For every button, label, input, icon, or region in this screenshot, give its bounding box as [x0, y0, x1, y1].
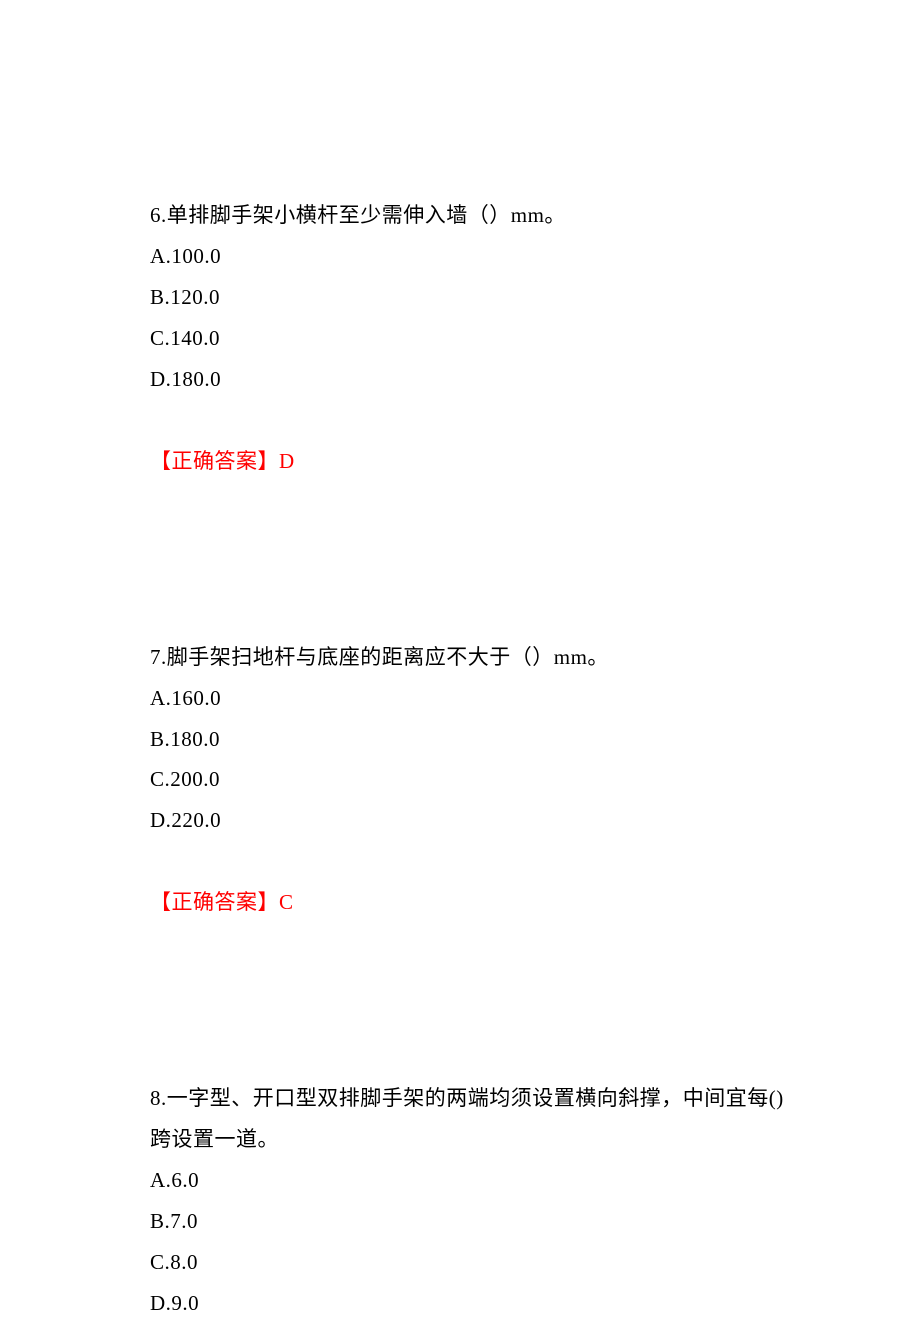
option-d: D.220.0 — [150, 800, 800, 841]
answer-label: 【正确答案】 — [150, 890, 279, 914]
answer-value: C — [279, 890, 294, 914]
question-block-8: 8.一字型、开口型双排脚手架的两端均须设置横向斜撑，中间宜每()跨设置一道。 A… — [150, 1078, 800, 1324]
option-c: C.8.0 — [150, 1242, 800, 1283]
question-block-6: 6.单排脚手架小横杆至少需伸入墙（）mm。 A.100.0 B.120.0 C.… — [150, 195, 800, 482]
option-d: D.180.0 — [150, 359, 800, 400]
answer-label: 【正确答案】 — [150, 449, 279, 473]
option-c: C.140.0 — [150, 318, 800, 359]
question-block-7: 7.脚手架扫地杆与底座的距离应不大于（）mm。 A.160.0 B.180.0 … — [150, 637, 800, 924]
answer-line: 【正确答案】C — [150, 882, 800, 923]
option-a: A.6.0 — [150, 1160, 800, 1201]
option-b: B.180.0 — [150, 719, 800, 760]
question-text: 6.单排脚手架小横杆至少需伸入墙（）mm。 — [150, 195, 800, 236]
page-content: 6.单排脚手架小横杆至少需伸入墙（）mm。 A.100.0 B.120.0 C.… — [0, 0, 920, 1324]
option-b: B.120.0 — [150, 277, 800, 318]
option-b: B.7.0 — [150, 1201, 800, 1242]
option-d: D.9.0 — [150, 1283, 800, 1324]
option-a: A.100.0 — [150, 236, 800, 277]
option-c: C.200.0 — [150, 759, 800, 800]
option-a: A.160.0 — [150, 678, 800, 719]
question-text: 8.一字型、开口型双排脚手架的两端均须设置横向斜撑，中间宜每()跨设置一道。 — [150, 1078, 800, 1160]
answer-value: D — [279, 449, 295, 473]
question-text: 7.脚手架扫地杆与底座的距离应不大于（）mm。 — [150, 637, 800, 678]
answer-line: 【正确答案】D — [150, 441, 800, 482]
